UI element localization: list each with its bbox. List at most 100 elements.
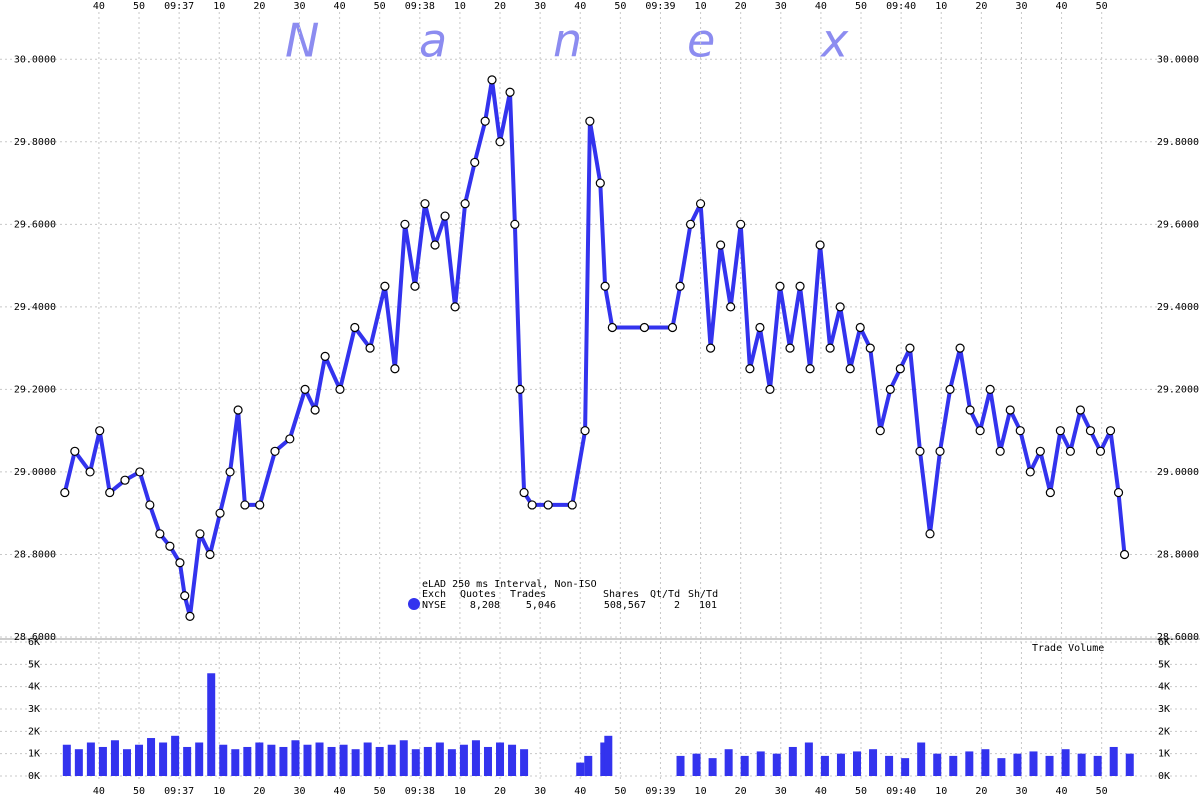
y-tick-label: 28.8000	[14, 549, 56, 560]
y-tick-label-right: 2K	[1158, 726, 1170, 737]
trade-marker	[845, 364, 855, 374]
volume-bar	[1013, 753, 1022, 776]
y-tick-label: 29.8000	[14, 137, 56, 148]
legend-stat: 5,046	[526, 600, 556, 611]
x-tick-label: 20	[253, 1, 265, 12]
x-tick-label: 50	[614, 786, 626, 797]
y-tick-label-right: 0K	[1158, 771, 1170, 782]
volume-title: Trade Volume	[1032, 643, 1104, 654]
watermark-letter: a	[419, 14, 447, 68]
trade-marker	[580, 426, 590, 436]
y-tick-label: 30.0000	[14, 54, 56, 65]
x-tick-label: 10	[213, 786, 225, 797]
y-tick-label-right: 3K	[1158, 704, 1170, 715]
volume-bar	[576, 762, 585, 776]
trade-marker	[440, 211, 450, 221]
trade-marker	[935, 446, 945, 456]
volume-bar	[279, 746, 288, 776]
x-tick-label: 50	[133, 786, 145, 797]
volume-bar	[483, 746, 492, 776]
watermark-letter: n	[553, 14, 582, 68]
trade-marker	[865, 343, 875, 353]
trade-marker	[1065, 446, 1075, 456]
y-tick-label-right: 5K	[1158, 659, 1170, 670]
trade-marker	[380, 281, 390, 291]
volume-bar	[183, 746, 192, 776]
trade-marker	[450, 302, 460, 312]
x-tick-label: 40	[1056, 1, 1068, 12]
trade-marker	[225, 467, 235, 477]
trade-marker	[233, 405, 243, 415]
y-tick-label: 6K	[28, 637, 40, 648]
trade-marker	[1105, 426, 1116, 436]
trade-marker	[505, 87, 515, 97]
volume-bar	[98, 746, 107, 776]
trade-marker	[1015, 426, 1025, 436]
trade-marker	[285, 434, 295, 444]
trade-marker	[420, 199, 430, 209]
trade-marker	[487, 75, 497, 85]
trade-marker	[785, 343, 795, 353]
legend-column: Exch	[422, 589, 446, 600]
volume-bar	[869, 749, 878, 776]
volume-bar	[1061, 749, 1070, 776]
legend-column: Trades	[510, 589, 546, 600]
trade-marker	[310, 405, 320, 415]
x-tick-label: 10	[695, 1, 707, 12]
trade-marker	[155, 529, 165, 539]
volume-bar	[885, 755, 894, 776]
volume-bar	[110, 740, 119, 776]
x-tick-label: 20	[735, 786, 747, 797]
volume-bar	[74, 749, 83, 776]
legend-column: Qt/Td	[650, 589, 680, 600]
x-tick-label: 30	[534, 1, 546, 12]
trade-marker	[595, 178, 605, 188]
trade-marker	[835, 302, 845, 312]
trade-marker	[60, 487, 70, 498]
y-tick-label: 5K	[28, 659, 40, 670]
trade-marker	[600, 281, 610, 291]
x-tick-label: 40	[93, 786, 105, 797]
volume-bar	[447, 749, 456, 776]
watermark-letter: N	[285, 14, 319, 68]
volume-bar	[86, 742, 95, 776]
volume-bar	[676, 755, 685, 776]
trade-marker	[755, 322, 765, 333]
trade-marker	[685, 219, 696, 229]
trade-marker	[105, 487, 115, 498]
y-tick-label-right: 30.0000	[1157, 54, 1199, 65]
y-tick-label: 29.4000	[14, 302, 56, 313]
x-tick-label: 40	[1056, 786, 1068, 797]
x-tick-label: 50	[374, 1, 386, 12]
y-tick-label: 29.6000	[14, 219, 56, 230]
volume-bar	[471, 740, 480, 776]
trade-marker	[255, 500, 265, 510]
volume-bar	[788, 746, 797, 776]
x-tick-label: 20	[975, 1, 987, 12]
trade-marker	[527, 500, 537, 510]
trade-marker	[695, 199, 706, 209]
volume-bar	[291, 740, 300, 776]
volume-bar	[836, 753, 845, 776]
volume-bar	[303, 744, 312, 776]
trade-marker	[639, 322, 650, 333]
volume-bar	[740, 755, 749, 776]
trade-marker	[1055, 426, 1065, 436]
x-tick-label: 20	[975, 786, 987, 797]
y-tick-label: 1K	[28, 749, 40, 760]
volume-bar	[147, 738, 156, 776]
trade-marker	[716, 240, 726, 250]
trade-marker	[1113, 487, 1124, 498]
trade-marker	[1119, 549, 1130, 560]
volume-bar	[255, 742, 264, 776]
y-tick-label: 0K	[28, 771, 40, 782]
volume-bar	[917, 742, 926, 776]
volume-bar	[965, 751, 974, 776]
volume-bar	[231, 749, 240, 776]
volume-bar	[756, 751, 765, 776]
x-tick-label: 30	[293, 1, 305, 12]
x-tick-label: 40	[93, 1, 105, 12]
volume-bar	[853, 751, 862, 776]
volume-bar	[772, 753, 781, 776]
